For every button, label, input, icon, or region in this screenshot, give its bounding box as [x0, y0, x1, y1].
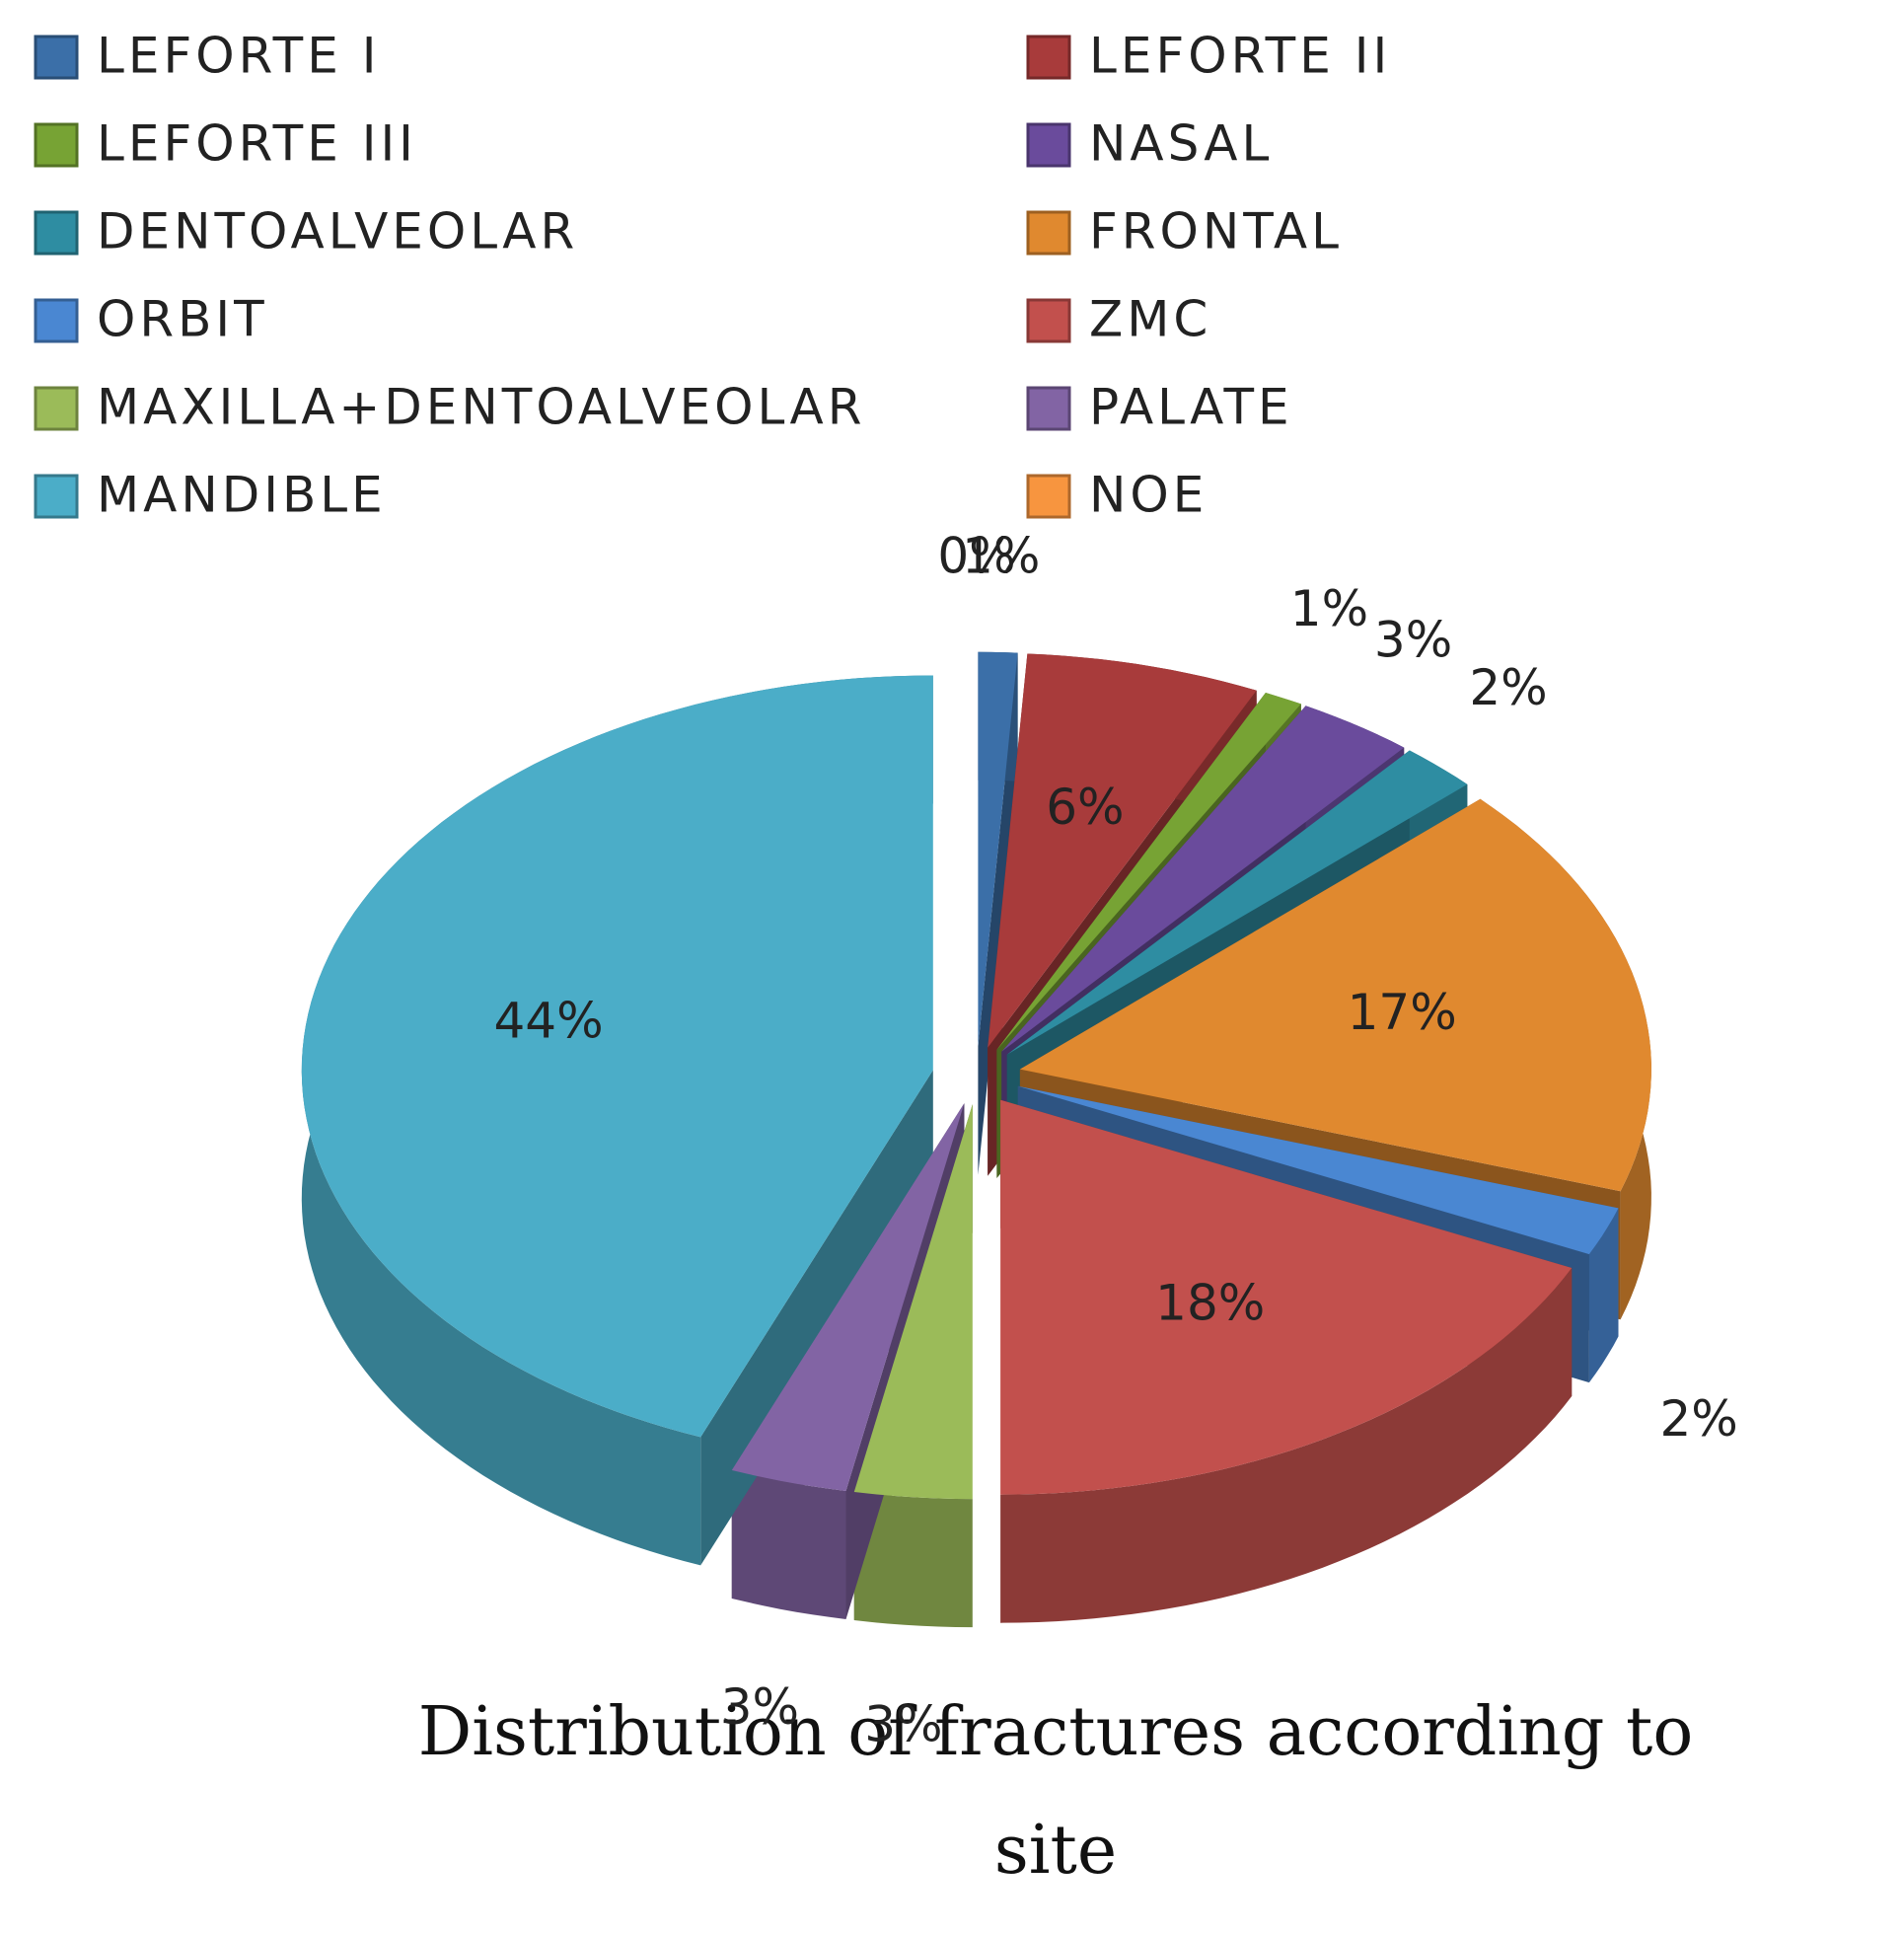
data-label: 2% [1659, 1390, 1737, 1448]
slice [996, 693, 1301, 1050]
legend-swatch [1026, 35, 1071, 80]
slice [978, 651, 1018, 1047]
legend-label: ZMC [1089, 291, 1211, 348]
slice-side [1000, 1268, 1573, 1623]
data-label: 18% [1155, 1275, 1265, 1332]
legend-swatch [1026, 298, 1071, 343]
slice-side [1588, 1208, 1619, 1383]
data-label: 1% [962, 527, 1040, 584]
data-label: 44% [493, 993, 603, 1050]
slice-side [978, 652, 1018, 1175]
legend-swatch [1026, 474, 1071, 519]
slice [1000, 1099, 1573, 1495]
legend-swatch [34, 122, 79, 168]
legend-label: FRONTAL [1089, 203, 1343, 260]
legend-label: DENTOALVEOLAR [97, 203, 578, 260]
legend-label: MAXILLA+DENTOALVEOLAR [97, 379, 865, 436]
legend-swatch [34, 210, 79, 256]
slice [1017, 1085, 1619, 1255]
legend-label: MANDIBLE [97, 467, 387, 524]
legend-label: NOE [1089, 467, 1208, 524]
legend-label: PALATE [1089, 379, 1293, 436]
data-label: 2% [1469, 659, 1547, 716]
slice-side [853, 1492, 973, 1628]
legend-swatch [1026, 122, 1071, 168]
legend-swatch [34, 298, 79, 343]
data-label: 0% [937, 527, 1015, 584]
slice [301, 675, 933, 1438]
legend-label: NASAL [1089, 115, 1273, 173]
data-label: 3% [1374, 612, 1452, 669]
slice [1019, 798, 1651, 1192]
legend-swatch [34, 386, 79, 431]
legend-swatch [34, 35, 79, 80]
legend-label: LEFORTE II [1089, 28, 1391, 85]
slice [853, 1104, 973, 1500]
data-label: 3% [721, 1678, 799, 1736]
slice [731, 1103, 965, 1491]
data-label: 3% [864, 1696, 942, 1753]
chart-title: Distribution of fractures according to si… [418, 1693, 1694, 1890]
legend-label: LEFORTE I [97, 28, 380, 85]
legend-label: ORBIT [97, 291, 268, 348]
legend-label: LEFORTE III [97, 115, 417, 173]
legend-swatch [34, 474, 79, 519]
legend-swatch [1026, 386, 1071, 431]
data-label: 6% [1046, 779, 1124, 836]
slice [1006, 750, 1468, 1055]
slice [1001, 706, 1405, 1052]
legend-swatch [1026, 210, 1071, 256]
slice [988, 653, 1257, 1048]
data-label: 1% [1290, 580, 1368, 637]
slice-side [731, 1470, 846, 1619]
data-label: 17% [1348, 984, 1457, 1041]
